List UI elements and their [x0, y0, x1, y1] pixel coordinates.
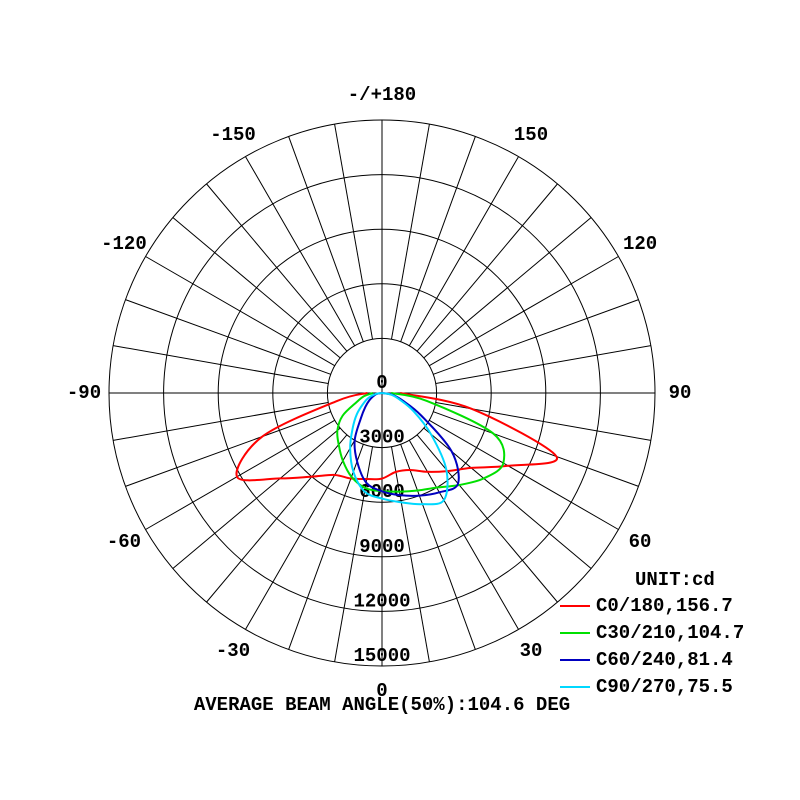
angle-tick-label: -90	[67, 382, 101, 404]
r-tick-label: 9000	[359, 536, 405, 558]
r-tick-label: 15000	[353, 645, 410, 667]
angle-tick-label: -60	[107, 531, 141, 553]
r-tick-label: 3000	[359, 427, 405, 449]
angle-tick-label: -120	[101, 233, 147, 255]
r-tick-label: 0	[376, 372, 387, 394]
angle-tick-label: 0	[376, 680, 387, 702]
angle-tick-label: -150	[210, 124, 256, 146]
angle-tick-label: 60	[629, 531, 652, 553]
angle-tick-label: -/+180	[348, 84, 416, 106]
unit-label: UNIT:cd	[635, 569, 715, 591]
legend-label: C60/240,81.4	[596, 649, 733, 671]
legend-label: C30/210,104.7	[596, 622, 744, 644]
r-tick-label: 12000	[353, 590, 410, 612]
ring	[108, 119, 656, 667]
intensity-curve	[353, 392, 460, 497]
legend-label: C90/270,75.5	[596, 676, 733, 698]
intensity-curve	[235, 392, 558, 482]
angle-tick-label: 30	[520, 640, 543, 662]
legend-label: C0/180,156.7	[596, 595, 733, 617]
ring	[217, 228, 547, 558]
angle-tick-label: 90	[669, 382, 692, 404]
ring	[163, 174, 601, 612]
ring	[272, 283, 492, 503]
annotation: AVERAGE BEAM ANGLE(50%):104.6 DEG	[194, 694, 570, 716]
ring	[326, 337, 438, 449]
intensity-curve	[349, 392, 449, 506]
angle-tick-label: -30	[216, 640, 250, 662]
angle-tick-label: 150	[514, 124, 548, 146]
angle-tick-label: 120	[623, 233, 657, 255]
